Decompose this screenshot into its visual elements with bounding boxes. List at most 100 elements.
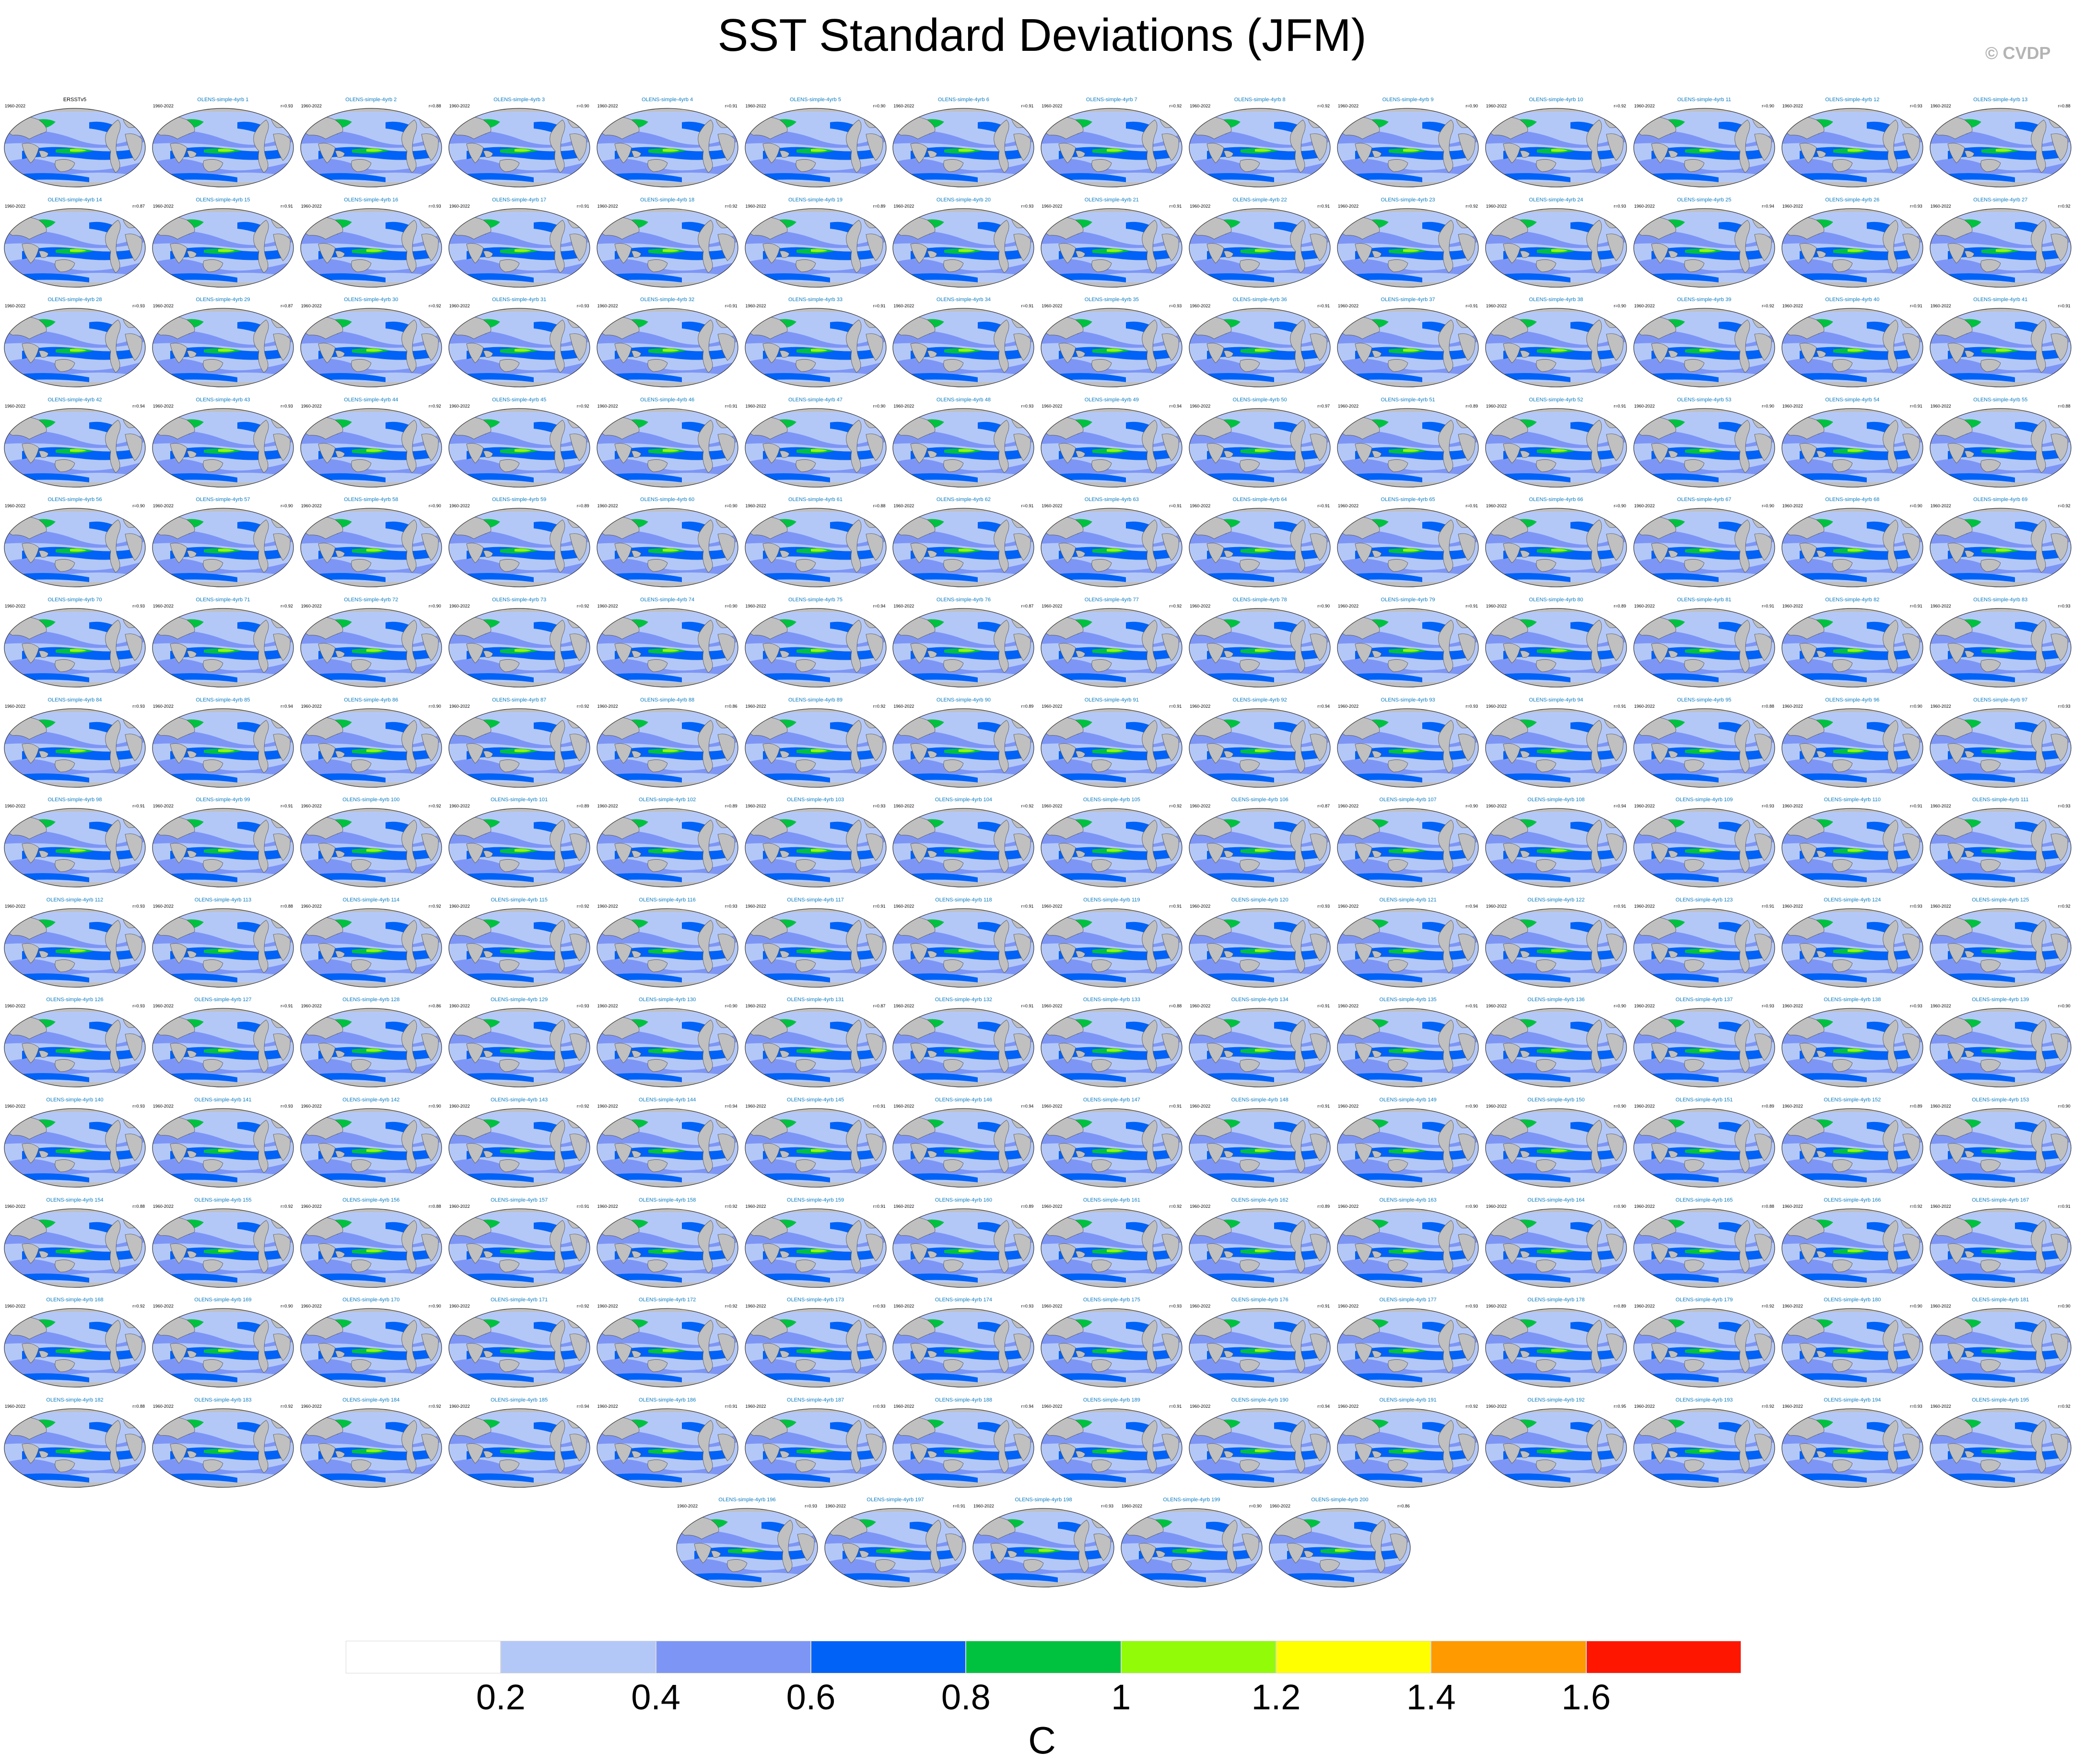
panel-title: OLENS-simple-4yrb 20 (936, 197, 991, 203)
panel-period: 1960-2022 (5, 104, 26, 108)
panel-title: OLENS-simple-4yrb 41 (1973, 297, 2028, 303)
panel-period: 1960-2022 (1782, 304, 1803, 309)
panel-title: OLENS-simple-4yrb 105 (1083, 797, 1140, 803)
map-panel-member: OLENS-simple-4yrb 190 1960-2022 r=0.94 (1188, 1394, 1332, 1490)
panel-period: 1960-2022 (1338, 1304, 1359, 1309)
panel-pattern-correlation: r=0.93 (1910, 903, 1922, 909)
panel-title: OLENS-simple-4yrb 63 (1084, 497, 1139, 503)
panel-title: OLENS-simple-4yrb 188 (935, 1397, 992, 1403)
colorbar-tick-label: 1.2 (1251, 1677, 1301, 1717)
map-panel-member: OLENS-simple-4yrb 74 1960-2022 r=0.90 (596, 594, 739, 690)
panel-title: OLENS-simple-4yrb 113 (194, 897, 252, 903)
panel-pattern-correlation: r=0.91 (576, 203, 589, 209)
panel-title: OLENS-simple-4yrb 16 (344, 197, 398, 203)
panel-period: 1960-2022 (1042, 703, 1063, 709)
colorbar-tick-label: 0.8 (941, 1677, 991, 1717)
panel-title: OLENS-simple-4yrb 168 (46, 1297, 104, 1303)
panel-pattern-correlation: r=0.92 (2058, 203, 2071, 209)
map-panel-member: OLENS-simple-4yrb 123 1960-2022 r=0.91 (1632, 894, 1776, 990)
panel-period: 1960-2022 (597, 604, 618, 608)
map-panel-member: OLENS-simple-4yrb 41 1960-2022 r=0.91 (1929, 294, 2072, 390)
panel-pattern-correlation: r=0.91 (1317, 304, 1330, 309)
panel-title: OLENS-simple-4yrb 14 (47, 197, 102, 203)
map-panel-member: OLENS-simple-4yrb 27 1960-2022 r=0.92 (1929, 194, 2072, 290)
panel-pattern-correlation: r=0.89 (576, 804, 589, 809)
panel-title: OLENS-simple-4yrb 7 (1086, 97, 1137, 103)
panel-pattern-correlation: r=0.86 (1397, 1504, 1410, 1509)
panel-pattern-correlation: r=0.93 (132, 1004, 145, 1009)
panel-title: OLENS-simple-4yrb 158 (638, 1197, 696, 1203)
panel-pattern-correlation: r=0.92 (281, 1203, 293, 1209)
map-panel-member: OLENS-simple-4yrb 159 1960-2022 r=0.91 (744, 1194, 888, 1290)
map-panel-member: OLENS-simple-4yrb 51 1960-2022 r=0.89 (1336, 394, 1480, 490)
map-panel-member: OLENS-simple-4yrb 91 1960-2022 r=0.91 (1040, 694, 1183, 790)
panel-title: OLENS-simple-4yrb 132 (935, 997, 992, 1003)
map-panel-member: OLENS-simple-4yrb 197 1960-2022 r=0.91 (823, 1494, 967, 1590)
panel-pattern-correlation: r=0.91 (1169, 903, 1182, 909)
colorbar-tick-label: 1 (1111, 1677, 1131, 1717)
panel-title: OLENS-simple-4yrb 47 (788, 397, 843, 403)
panel-title: OLENS-simple-4yrb 166 (1824, 1197, 1881, 1203)
panel-title: OLENS-simple-4yrb 130 (638, 997, 696, 1003)
panel-title: OLENS-simple-4yrb 51 (1381, 397, 1435, 403)
panel-title: OLENS-simple-4yrb 186 (638, 1397, 696, 1403)
panel-period: 1960-2022 (1782, 1403, 1803, 1409)
panel-title: OLENS-simple-4yrb 50 (1232, 397, 1287, 403)
panel-title: OLENS-simple-4yrb 81 (1677, 597, 1732, 603)
panel-title: OLENS-simple-4yrb 200 (1311, 1497, 1369, 1503)
map-panel-member: OLENS-simple-4yrb 52 1960-2022 r=0.91 (1484, 394, 1628, 490)
map-panel-member: OLENS-simple-4yrb 66 1960-2022 r=0.90 (1484, 494, 1628, 590)
panel-title: OLENS-simple-4yrb 64 (1232, 497, 1287, 503)
colorbar-box (1276, 1641, 1431, 1673)
panel-pattern-correlation: r=0.94 (1317, 703, 1330, 709)
map-panel-member: OLENS-simple-4yrb 140 1960-2022 r=0.93 (3, 1094, 147, 1190)
panel-period: 1960-2022 (152, 304, 174, 309)
panel-period: 1960-2022 (1042, 104, 1063, 108)
panel-title: OLENS-simple-4yrb 57 (196, 497, 250, 503)
map-panel-member: OLENS-simple-4yrb 191 1960-2022 r=0.92 (1336, 1394, 1480, 1490)
panel-pattern-correlation: r=0.90 (429, 604, 441, 608)
panel-title: OLENS-simple-4yrb 199 (1163, 1497, 1220, 1503)
panel-title: OLENS-simple-4yrb 190 (1231, 1397, 1288, 1403)
panel-title: OLENS-simple-4yrb 134 (1231, 997, 1288, 1003)
panel-title: OLENS-simple-4yrb 21 (1084, 197, 1139, 203)
map-panel-member: OLENS-simple-4yrb 45 1960-2022 r=0.92 (447, 394, 591, 490)
panel-pattern-correlation: r=0.90 (1465, 104, 1478, 108)
panel-pattern-correlation: r=0.91 (1169, 503, 1182, 509)
panel-title: OLENS-simple-4yrb 148 (1231, 1097, 1288, 1103)
panel-period: 1960-2022 (893, 1004, 914, 1009)
panel-period: 1960-2022 (1190, 304, 1211, 309)
panel-pattern-correlation: r=0.90 (1762, 403, 1774, 409)
panel-title: OLENS-simple-4yrb 49 (1084, 397, 1139, 403)
panel-period: 1960-2022 (1634, 903, 1655, 909)
panel-period: 1960-2022 (1634, 1004, 1655, 1009)
panel-title: OLENS-simple-4yrb 90 (936, 697, 991, 703)
map-panel-member: OLENS-simple-4yrb 72 1960-2022 r=0.90 (299, 594, 443, 690)
panel-period: 1960-2022 (893, 1403, 914, 1409)
panel-period: 1960-2022 (597, 304, 618, 309)
panel-title: OLENS-simple-4yrb 9 (1382, 97, 1434, 103)
panel-pattern-correlation: r=0.87 (1317, 804, 1330, 809)
panel-title: OLENS-simple-4yrb 171 (491, 1297, 548, 1303)
panel-period: 1960-2022 (1042, 304, 1063, 309)
panel-period: 1960-2022 (1782, 1203, 1803, 1209)
panel-period: 1960-2022 (1930, 503, 1951, 509)
map-panel-member: OLENS-simple-4yrb 109 1960-2022 r=0.93 (1632, 794, 1776, 890)
map-panel-member: OLENS-simple-4yrb 34 1960-2022 r=0.91 (891, 294, 1035, 390)
panel-period: 1960-2022 (1338, 403, 1359, 409)
panel-pattern-correlation: r=0.93 (1762, 1004, 1774, 1009)
map-panel-member: OLENS-simple-4yrb 145 1960-2022 r=0.91 (744, 1094, 888, 1190)
panel-title: OLENS-simple-4yrb 13 (1973, 97, 2028, 103)
map-panel-member: OLENS-simple-4yrb 162 1960-2022 r=0.89 (1188, 1194, 1332, 1290)
panel-pattern-correlation: r=0.90 (1910, 703, 1922, 709)
colorbar-tick-label: 0.2 (476, 1677, 526, 1717)
panel-pattern-correlation: r=0.89 (1465, 403, 1478, 409)
map-panel-member: OLENS-simple-4yrb 138 1960-2022 r=0.93 (1780, 994, 1924, 1090)
panel-period: 1960-2022 (152, 1004, 174, 1009)
panel-title: OLENS-simple-4yrb 141 (194, 1097, 252, 1103)
map-panel-member: OLENS-simple-4yrb 12 1960-2022 r=0.93 (1780, 94, 1924, 190)
panel-pattern-correlation: r=0.89 (1762, 1104, 1774, 1109)
panel-title: OLENS-simple-4yrb 180 (1824, 1297, 1881, 1303)
panel-title: OLENS-simple-4yrb 59 (492, 497, 547, 503)
panel-title: OLENS-simple-4yrb 12 (1825, 97, 1880, 103)
